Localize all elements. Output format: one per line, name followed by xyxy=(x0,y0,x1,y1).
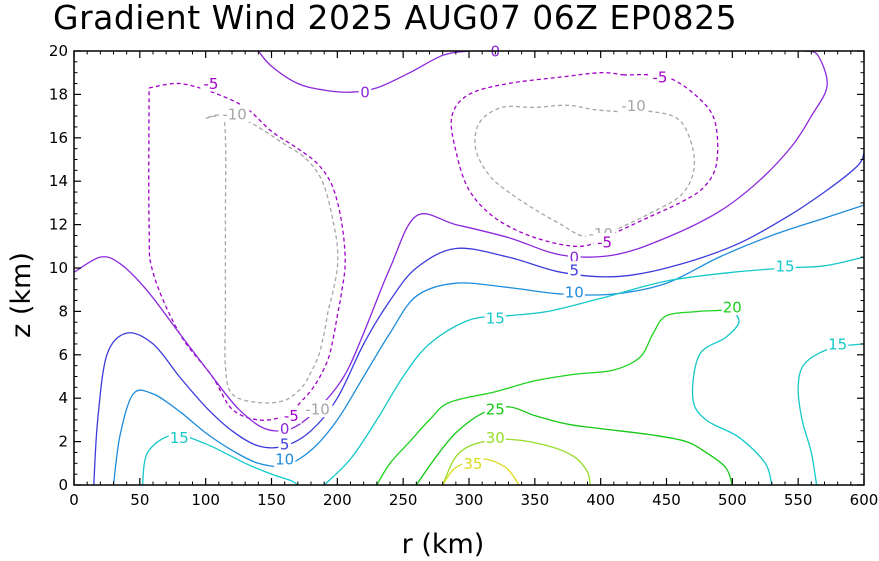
contour-label-bg-12 xyxy=(568,261,581,279)
contour-label-bg-3 xyxy=(302,400,333,418)
contour-label-bg-14 xyxy=(563,282,585,300)
x-tick-label: 300 xyxy=(455,491,484,509)
x-tick-label: 550 xyxy=(784,491,813,509)
contour-label-minus10: -10 xyxy=(305,401,330,419)
contour-label-bg-7 xyxy=(280,406,302,424)
contour-label-bg-1 xyxy=(618,96,649,114)
y-tick-label: 0 xyxy=(58,476,68,494)
contour-line-5-6 xyxy=(93,152,864,485)
y-tick-label: 16 xyxy=(49,129,68,147)
x-tick-label: 500 xyxy=(718,491,747,509)
contour-label-5: 5 xyxy=(280,435,290,453)
contour-label-bg-21 xyxy=(484,400,506,418)
x-tick-label: 150 xyxy=(257,491,286,509)
contour-label-bg-22 xyxy=(484,428,506,446)
y-axis: 0 2 4 6 8 10 12 14 16 18 20 xyxy=(49,42,864,494)
contour-label-10: 10 xyxy=(275,451,294,469)
y-tick-label: 14 xyxy=(49,172,68,190)
contour-label-0: 0 xyxy=(570,249,580,267)
x-tick-label: 100 xyxy=(191,491,220,509)
contour-label-minus10: -10 xyxy=(621,97,646,115)
contour-line-15-11 xyxy=(691,308,773,485)
x-tick-label: 250 xyxy=(389,491,418,509)
contour-label-minus5: -5 xyxy=(597,234,612,252)
contour-label-0: 0 xyxy=(360,84,370,102)
contour-label-bg-18 xyxy=(774,256,796,274)
contour-label-bg-10 xyxy=(568,248,581,266)
contour-label-bg-8 xyxy=(358,83,372,101)
y-tick-label: 20 xyxy=(49,42,68,60)
contour-line-minus5-2 xyxy=(148,82,346,421)
contour-line-0-5 xyxy=(257,51,470,93)
contour-line-10-7 xyxy=(112,204,864,485)
x-axis-title: r (km) xyxy=(402,529,485,560)
contour-label-bg-17 xyxy=(484,308,506,326)
y-tick-label: 6 xyxy=(58,346,68,364)
contour-label-15: 15 xyxy=(775,257,794,275)
y-tick-label: 12 xyxy=(49,216,68,234)
x-tick-label: 600 xyxy=(850,491,879,509)
contour-label-minus10: -10 xyxy=(222,105,247,123)
chart-title: Gradient Wind 2025 AUG07 06Z EP0825 xyxy=(53,0,737,37)
x-tick-label: 50 xyxy=(130,491,149,509)
y-tick-label: 4 xyxy=(58,389,68,407)
contour-line-0-4 xyxy=(74,51,828,432)
contour-label-25: 25 xyxy=(486,401,505,419)
contour-label-bg-15 xyxy=(274,450,296,467)
contour-label-bg-16 xyxy=(168,428,190,446)
contour-label-minus5: -5 xyxy=(652,69,667,87)
contour-line-20-12 xyxy=(376,297,740,485)
contour-label-5: 5 xyxy=(570,262,580,280)
plot-frame xyxy=(73,50,865,486)
x-tick-label: 450 xyxy=(652,491,681,509)
contour-label-10: 10 xyxy=(565,283,584,301)
y-tick-label: 8 xyxy=(58,302,68,320)
y-axis-title: z (km) xyxy=(6,252,37,338)
contour-line-minus10-1 xyxy=(474,104,696,238)
contour-label-bg-13 xyxy=(278,434,291,452)
contour-label-bg-11 xyxy=(278,419,291,437)
contour-line-30-14 xyxy=(442,438,591,485)
contour-label-15: 15 xyxy=(170,429,189,447)
contour-label-15: 15 xyxy=(486,309,505,327)
contour-line-25-13 xyxy=(415,406,733,485)
contour-label-35: 35 xyxy=(463,455,482,473)
x-axis: 0 50 100 150 200 250 300 350 400 450 500 550 600 xyxy=(69,51,878,509)
contour-label-20: 20 xyxy=(723,299,742,317)
contour-label-30: 30 xyxy=(486,429,505,447)
x-tick-label: 350 xyxy=(521,491,550,509)
x-tick-label: 200 xyxy=(323,491,352,509)
contour-label-0: 0 xyxy=(280,420,290,438)
y-tick-label: 18 xyxy=(49,85,68,103)
contour-label-bg-4 xyxy=(200,74,222,92)
contour-label-bg-0 xyxy=(219,104,250,122)
contour-label-minus5: -5 xyxy=(203,75,218,93)
contour-label-bg-19 xyxy=(827,334,849,352)
contour-label-15: 15 xyxy=(828,335,847,353)
plot-area: -10-10-10-10-5-5-5-500005510101515151520… xyxy=(73,42,865,486)
contour-label-bg-5 xyxy=(649,68,671,85)
contour-labels: -10-10-10-10-5-5-5-500005510101515151520… xyxy=(168,42,849,473)
y-tick-label: 10 xyxy=(49,259,68,277)
contour-label-bg-6 xyxy=(594,233,616,250)
contour-line-15-8 xyxy=(141,434,299,485)
contour-label-bg-23 xyxy=(462,454,484,472)
contour-label-bg-20 xyxy=(721,298,743,316)
contour-line-15-9 xyxy=(323,256,864,485)
y-tick-label: 2 xyxy=(58,433,68,451)
x-tick-label: 400 xyxy=(586,491,615,509)
contour-line-15-10 xyxy=(797,343,864,485)
contour-line-minus5-3 xyxy=(450,72,719,247)
contour-lines xyxy=(74,51,864,485)
x-tick-label: 0 xyxy=(69,491,79,509)
contour-line-minus10-0 xyxy=(205,114,339,404)
